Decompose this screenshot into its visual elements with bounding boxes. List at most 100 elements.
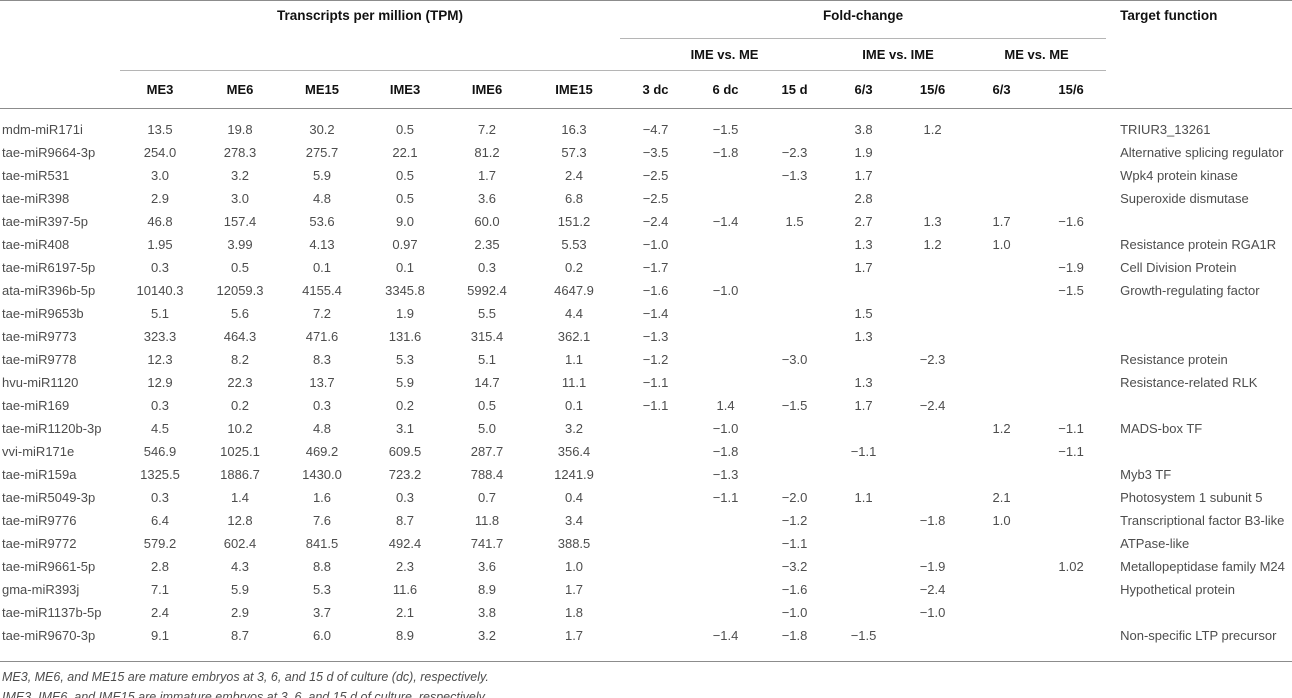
fold-change-value-cell: 3.8: [854, 122, 873, 137]
mirna-name-cell: tae-miR1137b-5p: [2, 605, 102, 620]
tpm-value-cell: 723.2: [388, 467, 422, 482]
table-row: tae-miR159a 1325.5 1886.7 1430.0 723.2 788.4 1…: [0, 463, 1292, 486]
table-row: tae-miR9653b 5.1 5.6 7.2 1.9 5.5 4.4 −1.4 1.5: [0, 302, 1292, 325]
fold-change-value-cell: 1.3: [854, 237, 873, 252]
fold-change-value-cell: 2.1: [992, 490, 1011, 505]
column-header: 15/6: [898, 70, 968, 109]
tpm-value-cell: 81.2: [474, 145, 500, 160]
mirna-name-column-header: [0, 0, 120, 109]
fold-change-value-cell: [760, 109, 829, 142]
tpm-value-cell: 8.9: [477, 582, 497, 597]
tpm-value-cell: 5.6: [230, 306, 250, 321]
fold-change-value-cell: [1036, 141, 1106, 164]
table-row: ata-miR396b-5p 10140.3 12059.3 4155.4 3345.8…: [0, 279, 1292, 302]
column-header: IME6: [446, 70, 528, 109]
tpm-value-cell: 4155.4: [302, 283, 342, 298]
tpm-value-cell: 5.5: [477, 306, 497, 321]
fold-change-value-cell: −1.1: [850, 444, 877, 459]
fold-change-value-cell: [829, 555, 898, 578]
fold-change-value-cell: 1.5: [785, 214, 804, 229]
fold-change-value-cell: 1.7: [854, 168, 873, 183]
mirna-name-cell: tae-miR5049-3p: [2, 490, 96, 505]
column-header: 3 dc: [620, 70, 692, 109]
tpm-value-cell: 0.2: [230, 398, 250, 413]
mirna-name-cell: tae-miR9773: [2, 329, 77, 344]
tpm-value-cell: 1.6: [312, 490, 332, 505]
fold-change-value-cell: [760, 440, 829, 463]
mirna-name-cell: tae-miR397-5p: [2, 214, 88, 229]
tpm-value-cell: 5.9: [230, 582, 250, 597]
target-function-cell: Myb3 TF: [1120, 467, 1172, 482]
tpm-value-cell: 275.7: [305, 145, 339, 160]
tpm-value-cell: 579.2: [143, 536, 177, 551]
target-function-cell: ATPase-like: [1120, 536, 1190, 551]
fold-change-value-cell: −1.3: [781, 168, 808, 183]
fold-change-value-cell: [829, 279, 898, 302]
mirna-name-cell: vvi-miR171e: [2, 444, 75, 459]
target-function-cell: Wpk4 protein kinase: [1120, 168, 1238, 183]
table-row: tae-miR9772 579.2 602.4 841.5 492.4 741.7 388.…: [0, 532, 1292, 555]
tpm-value-cell: 8.7: [230, 628, 250, 643]
tpm-value-cell: 0.5: [395, 122, 415, 137]
fold-change-value-cell: −1.6: [1058, 214, 1084, 229]
fold-change-value-cell: −2.3: [781, 145, 808, 160]
fold-change-value-cell: [691, 578, 760, 601]
tpm-value-cell: 3.1: [395, 421, 415, 436]
fold-change-value-cell: −1.3: [712, 467, 739, 482]
target-function-cell: Non-specific LTP precursor: [1120, 628, 1277, 643]
fold-change-value-cell: [620, 578, 691, 601]
mirna-name-cell: ata-miR396b-5p: [2, 283, 96, 298]
fold-change-value-cell: [620, 532, 691, 555]
fold-change-value-cell: 1.0: [992, 513, 1011, 528]
column-header-row: ME3 ME6 ME15 IME3 IME6 IME15 3 dc 6 dc 15 d 6/3 15…: [0, 70, 1292, 109]
table-row: tae-miR398 2.9 3.0 4.8 0.5 3.6 6.8 −2.5 2.8 Super…: [0, 187, 1292, 210]
fold-change-value-cell: −3.2: [781, 559, 808, 574]
tpm-value-cell: 60.0: [474, 214, 500, 229]
tpm-value-cell: 8.9: [395, 628, 415, 643]
table-row: gma-miR393j 7.1 5.9 5.3 11.6 8.9 1.7 −1.6 −2.4 Hy…: [0, 578, 1292, 601]
table-body: mdm-miR171i 13.5 19.8 30.2 0.5 7.2 16.3 −4.7 −1.…: [0, 109, 1292, 662]
tpm-value-cell: 12059.3: [216, 283, 264, 298]
fold-change-value-cell: [691, 555, 760, 578]
fold-change-value-cell: [620, 486, 691, 509]
fold-change-value-cell: −1.1: [642, 375, 669, 390]
fold-change-value-cell: 1.5: [854, 306, 873, 321]
table-row: tae-miR9773 323.3 464.3 471.6 131.6 315.4 362.…: [0, 325, 1292, 348]
tpm-value-cell: 151.2: [557, 214, 591, 229]
fold-change-value-cell: −1.8: [919, 513, 946, 528]
table-row: vvi-miR171e 546.9 1025.1 469.2 609.5 287.7 356…: [0, 440, 1292, 463]
fold-change-value-cell: −1.5: [850, 628, 877, 643]
tpm-value-cell: 7.1: [150, 582, 170, 597]
tpm-value-cell: 5.1: [150, 306, 170, 321]
fold-change-value-cell: −1.7: [642, 260, 669, 275]
tpm-value-cell: 22.1: [392, 145, 418, 160]
fold-change-value-cell: [1036, 624, 1106, 662]
fold-change-value-cell: [1036, 463, 1106, 486]
target-function-cell: Metallopeptidase family M24: [1120, 559, 1285, 574]
fold-change-value-cell: [898, 532, 967, 555]
tpm-value-cell: 741.7: [470, 536, 504, 551]
fold-change-value-cell: [967, 532, 1036, 555]
target-function-cell: [1106, 325, 1292, 348]
tpm-value-cell: 356.4: [557, 444, 591, 459]
tpm-value-cell: 5.3: [312, 582, 332, 597]
tpm-value-cell: 602.4: [223, 536, 257, 551]
target-function-cell: [1106, 601, 1292, 624]
fold-change-value-cell: 1.2: [923, 122, 942, 137]
tpm-value-cell: 841.5: [305, 536, 339, 551]
tpm-value-cell: 4.13: [309, 237, 335, 252]
fold-change-value-cell: [691, 371, 760, 394]
fold-change-value-cell: −1.6: [781, 582, 808, 597]
fold-change-value-cell: [829, 601, 898, 624]
fold-change-value-cell: 1.1: [854, 490, 873, 505]
tpm-value-cell: 0.5: [477, 398, 497, 413]
tpm-value-cell: 0.2: [564, 260, 584, 275]
tpm-value-cell: 11.1: [561, 375, 587, 390]
tpm-value-cell: 0.97: [392, 237, 418, 252]
mirna-name-cell: tae-miR9778: [2, 352, 77, 367]
fold-change-value-cell: −1.2: [642, 352, 669, 367]
mirna-expression-table: Transcripts per million (TPM) Fold-chang…: [0, 0, 1292, 662]
target-function-column-header: Target function: [1106, 0, 1292, 109]
tpm-value-cell: 3345.8: [385, 283, 425, 298]
fold-change-value-cell: [620, 417, 691, 440]
